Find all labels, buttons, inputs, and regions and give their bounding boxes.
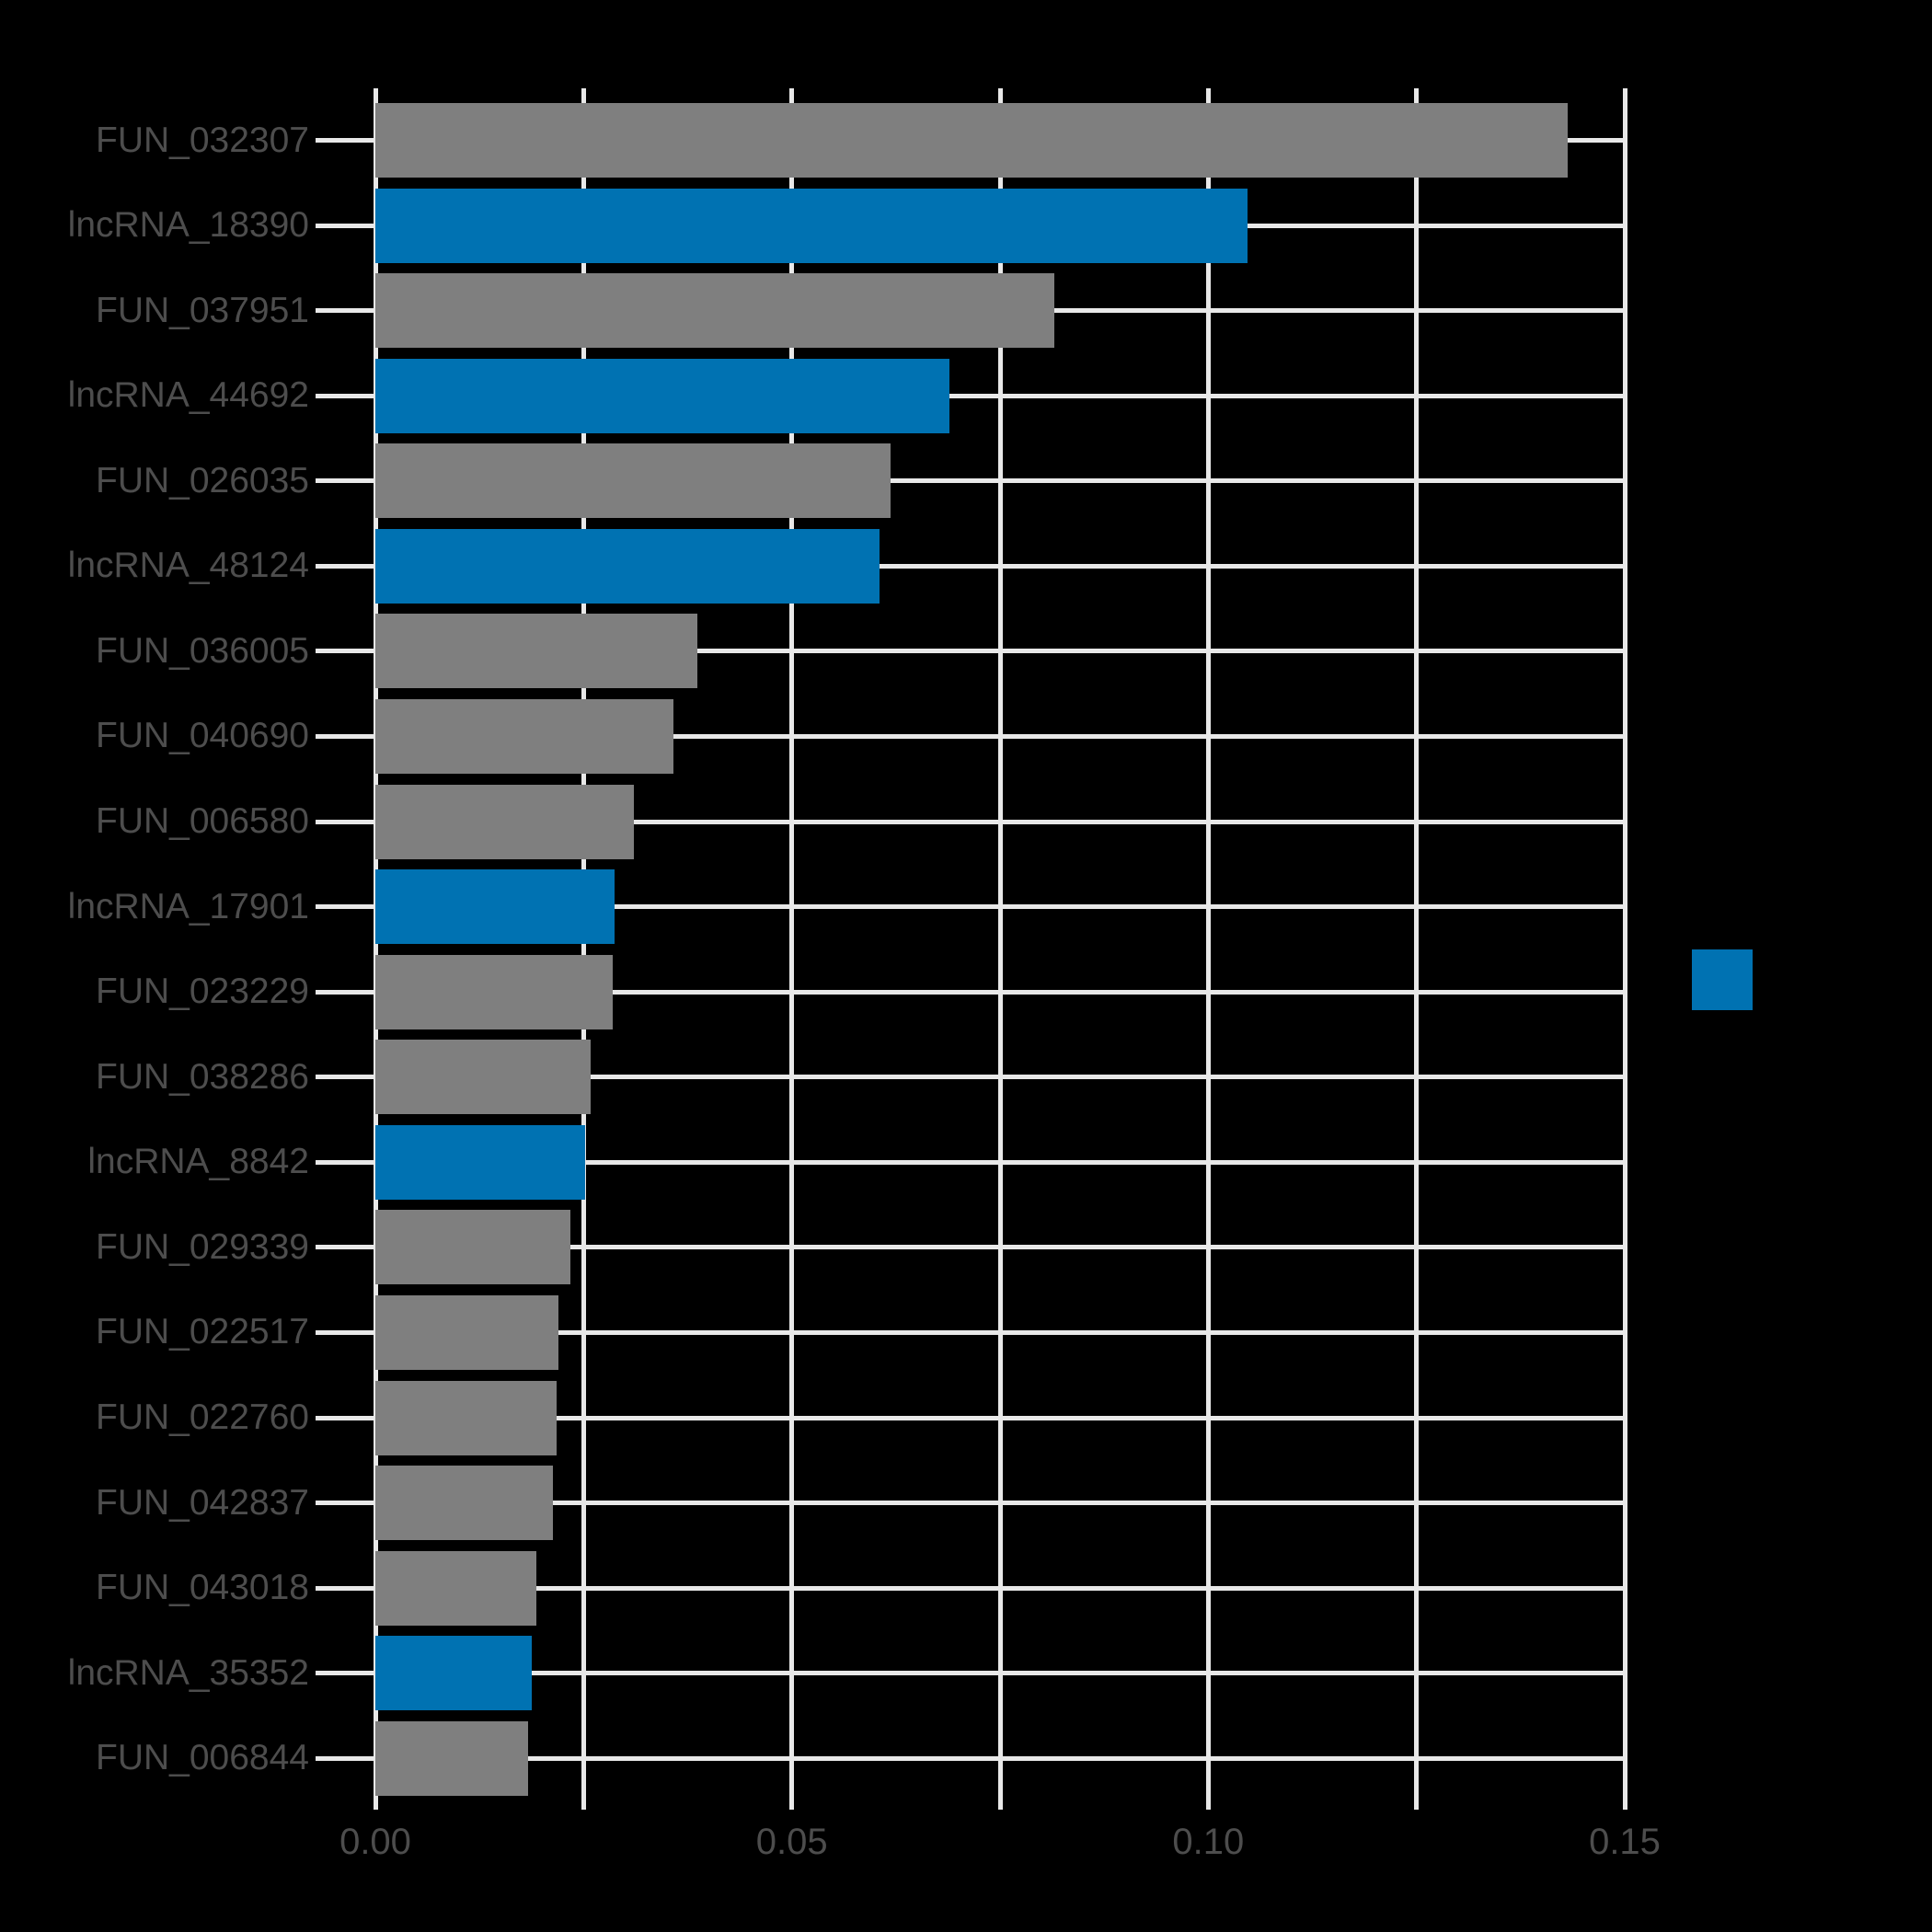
bar-lncRNA_8842 bbox=[375, 1124, 586, 1200]
bar-FUN_037951 bbox=[375, 273, 1054, 349]
y-gridline bbox=[375, 649, 1625, 654]
y-gridline bbox=[375, 904, 1625, 910]
y-axis-tick-label: FUN_038286 bbox=[96, 1056, 309, 1097]
y-axis-tick-label: FUN_006580 bbox=[96, 801, 309, 842]
y-gridline bbox=[375, 1585, 1625, 1591]
y-axis-tick bbox=[316, 393, 374, 398]
y-axis-tick-label: FUN_026035 bbox=[96, 460, 309, 500]
y-gridline bbox=[375, 733, 1625, 739]
y-gridline bbox=[375, 1329, 1625, 1335]
y-axis-tick bbox=[316, 563, 374, 569]
y-axis-tick-label: FUN_036005 bbox=[96, 630, 309, 671]
y-axis-tick bbox=[316, 1329, 374, 1335]
y-gridline bbox=[375, 1075, 1625, 1080]
bar-lncRNA_17901 bbox=[375, 869, 615, 945]
x-axis-tick-label: 0.15 bbox=[1589, 1822, 1661, 1862]
x-gridline bbox=[581, 88, 586, 1810]
y-gridline bbox=[375, 819, 1625, 824]
y-axis-tick bbox=[316, 1075, 374, 1080]
y-axis-tick-label: lncRNA_18390 bbox=[67, 205, 309, 246]
bar-FUN_026035 bbox=[375, 443, 891, 519]
y-axis-tick bbox=[316, 223, 374, 228]
y-axis-tick-label: FUN_022517 bbox=[96, 1312, 309, 1352]
y-axis-tick bbox=[316, 904, 374, 910]
bar-FUN_022760 bbox=[375, 1380, 558, 1455]
bar-FUN_006844 bbox=[375, 1720, 528, 1796]
y-axis-tick-label: FUN_043018 bbox=[96, 1568, 309, 1608]
bar-lncRNA_35352 bbox=[375, 1636, 533, 1711]
bar-FUN_023229 bbox=[375, 954, 614, 1029]
y-gridline bbox=[375, 563, 1625, 569]
y-gridline bbox=[375, 1245, 1625, 1250]
y-axis-tick-label: lncRNA_44692 bbox=[67, 375, 309, 416]
y-gridline bbox=[375, 393, 1625, 398]
bar-lncRNA_44692 bbox=[375, 358, 949, 433]
y-axis-tick-label: lncRNA_8842 bbox=[87, 1142, 309, 1182]
bar-FUN_036005 bbox=[375, 614, 698, 689]
bar-FUN_043018 bbox=[375, 1550, 536, 1626]
y-axis-tick bbox=[316, 1585, 374, 1591]
x-gridline bbox=[1622, 88, 1627, 1810]
x-gridline bbox=[997, 88, 1003, 1810]
y-axis-tick bbox=[316, 1245, 374, 1250]
y-axis-tick-label: FUN_037951 bbox=[96, 290, 309, 330]
legend-swatch bbox=[1692, 949, 1753, 1010]
y-gridline bbox=[375, 1501, 1625, 1506]
y-gridline bbox=[375, 1671, 1625, 1676]
y-axis-tick-label: FUN_032307 bbox=[96, 120, 309, 160]
y-axis-tick bbox=[316, 138, 374, 143]
y-axis-tick-label: lncRNA_35352 bbox=[67, 1652, 309, 1693]
x-axis-tick-label: 0.10 bbox=[1172, 1822, 1245, 1862]
x-axis-tick-label: 0.00 bbox=[339, 1822, 411, 1862]
y-axis-tick-label: FUN_006844 bbox=[96, 1738, 309, 1778]
bar-FUN_042837 bbox=[375, 1466, 553, 1541]
y-axis-tick bbox=[316, 1671, 374, 1676]
x-gridline bbox=[789, 88, 795, 1810]
bar-lncRNA_48124 bbox=[375, 528, 880, 604]
y-axis-tick bbox=[316, 649, 374, 654]
y-axis-tick-label: FUN_029339 bbox=[96, 1226, 309, 1267]
bar-FUN_032307 bbox=[375, 103, 1569, 178]
y-gridline bbox=[375, 478, 1625, 484]
bar-FUN_038286 bbox=[375, 1040, 591, 1115]
y-axis-tick bbox=[316, 1755, 374, 1761]
bar-FUN_022517 bbox=[375, 1294, 559, 1370]
y-gridline bbox=[375, 989, 1625, 995]
y-axis-tick-label: FUN_042837 bbox=[96, 1482, 309, 1523]
y-axis-tick bbox=[316, 819, 374, 824]
y-axis-tick bbox=[316, 1159, 374, 1165]
x-gridline bbox=[1414, 88, 1420, 1810]
bar-lncRNA_18390 bbox=[375, 188, 1248, 263]
y-axis-tick bbox=[316, 478, 374, 484]
y-gridline bbox=[375, 1159, 1625, 1165]
bar-FUN_006580 bbox=[375, 784, 634, 859]
y-axis-tick bbox=[316, 308, 374, 314]
y-axis-tick bbox=[316, 1501, 374, 1506]
bar-FUN_040690 bbox=[375, 698, 674, 774]
y-gridline bbox=[375, 1415, 1625, 1420]
y-gridline bbox=[375, 1755, 1625, 1761]
y-axis-tick-label: FUN_040690 bbox=[96, 716, 309, 756]
x-gridline bbox=[1205, 88, 1211, 1810]
x-gridline bbox=[373, 88, 378, 1810]
x-axis-tick-label: 0.05 bbox=[755, 1822, 828, 1862]
bar-FUN_029339 bbox=[375, 1210, 570, 1285]
y-axis-tick bbox=[316, 733, 374, 739]
y-axis-tick bbox=[316, 989, 374, 995]
y-axis-tick-label: FUN_022760 bbox=[96, 1397, 309, 1438]
y-axis-tick bbox=[316, 1415, 374, 1420]
y-axis-tick-label: FUN_023229 bbox=[96, 972, 309, 1012]
y-axis-tick-label: lncRNA_48124 bbox=[67, 546, 309, 586]
y-axis-tick-label: lncRNA_17901 bbox=[67, 886, 309, 926]
